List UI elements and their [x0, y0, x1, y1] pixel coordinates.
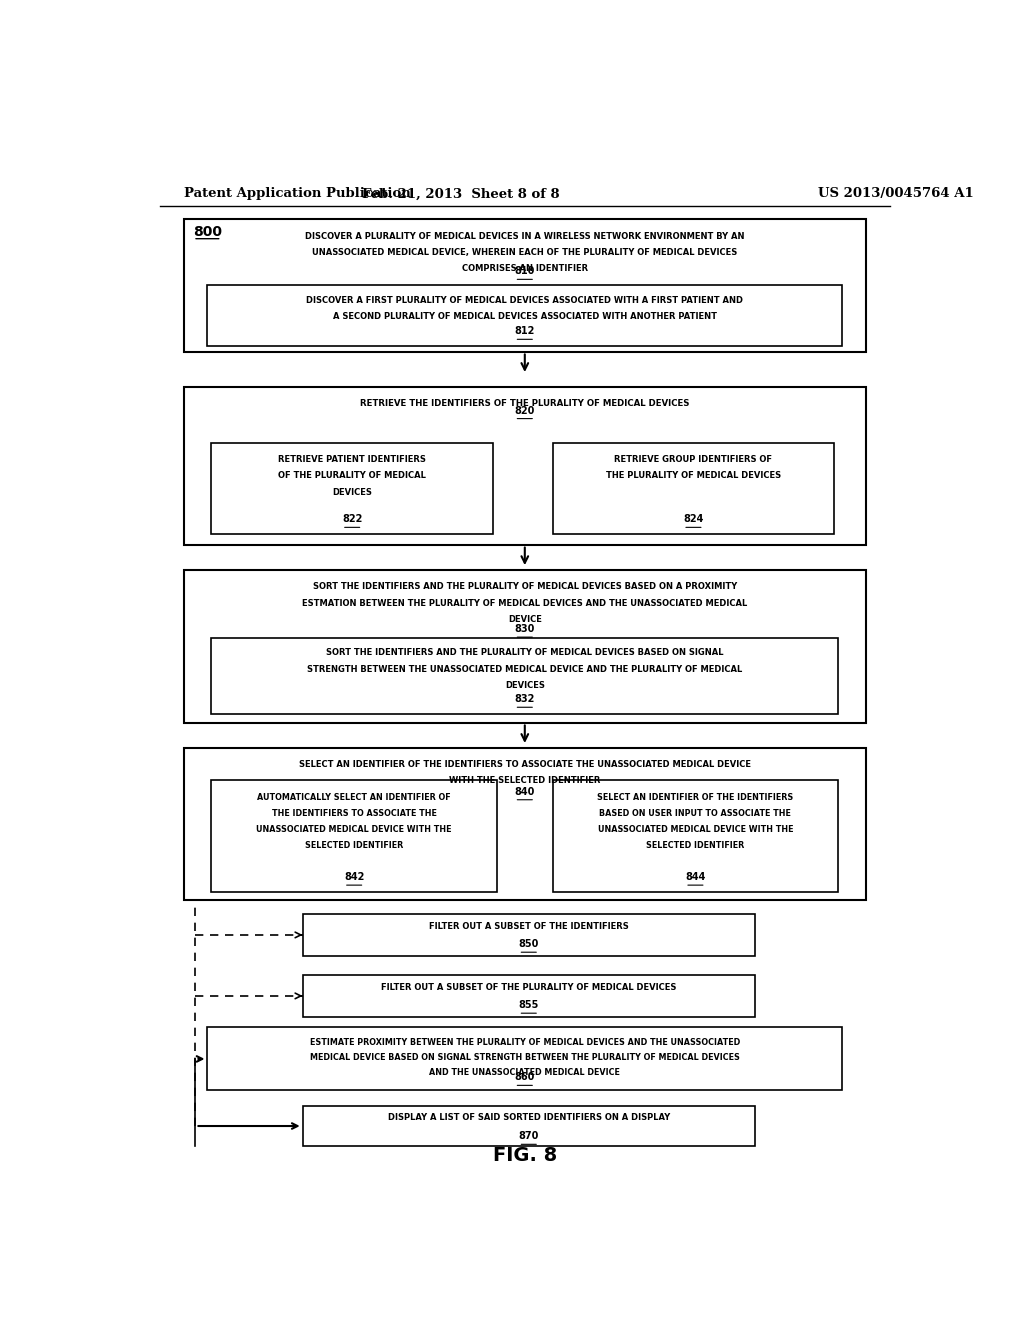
Text: SORT THE IDENTIFIERS AND THE PLURALITY OF MEDICAL DEVICES BASED ON A PROXIMITY: SORT THE IDENTIFIERS AND THE PLURALITY O… — [312, 582, 737, 591]
Text: 820: 820 — [515, 405, 535, 416]
Text: DISCOVER A FIRST PLURALITY OF MEDICAL DEVICES ASSOCIATED WITH A FIRST PATIENT AN: DISCOVER A FIRST PLURALITY OF MEDICAL DE… — [306, 296, 743, 305]
Text: OF THE PLURALITY OF MEDICAL: OF THE PLURALITY OF MEDICAL — [279, 471, 426, 480]
Text: THE PLURALITY OF MEDICAL DEVICES: THE PLURALITY OF MEDICAL DEVICES — [606, 471, 781, 480]
Bar — [207, 1027, 843, 1090]
Bar — [553, 444, 835, 535]
Text: COMPRISES AN IDENTIFIER: COMPRISES AN IDENTIFIER — [462, 264, 588, 273]
Bar — [303, 1106, 755, 1146]
Text: SORT THE IDENTIFIERS AND THE PLURALITY OF MEDICAL DEVICES BASED ON SIGNAL: SORT THE IDENTIFIERS AND THE PLURALITY O… — [326, 648, 724, 657]
Text: A SECOND PLURALITY OF MEDICAL DEVICES ASSOCIATED WITH ANOTHER PATIENT: A SECOND PLURALITY OF MEDICAL DEVICES AS… — [333, 312, 717, 321]
Text: Feb. 21, 2013  Sheet 8 of 8: Feb. 21, 2013 Sheet 8 of 8 — [362, 187, 560, 201]
Text: 855: 855 — [518, 1001, 539, 1010]
Text: FIG. 8: FIG. 8 — [493, 1146, 557, 1164]
Text: WITH THE SELECTED IDENTIFIER: WITH THE SELECTED IDENTIFIER — [450, 776, 600, 785]
Text: UNASSOCIATED MEDICAL DEVICE, WHEREIN EACH OF THE PLURALITY OF MEDICAL DEVICES: UNASSOCIATED MEDICAL DEVICE, WHEREIN EAC… — [312, 248, 737, 257]
Text: 824: 824 — [683, 515, 703, 524]
Bar — [211, 638, 839, 714]
Text: ESTIMATE PROXIMITY BETWEEN THE PLURALITY OF MEDICAL DEVICES AND THE UNASSOCIATED: ESTIMATE PROXIMITY BETWEEN THE PLURALITY… — [309, 1038, 740, 1047]
Text: BASED ON USER INPUT TO ASSOCIATE THE: BASED ON USER INPUT TO ASSOCIATE THE — [599, 809, 792, 818]
Text: FILTER OUT A SUBSET OF THE IDENTIFIERS: FILTER OUT A SUBSET OF THE IDENTIFIERS — [429, 921, 629, 931]
Text: 830: 830 — [515, 624, 535, 634]
Text: STRENGTH BETWEEN THE UNASSOCIATED MEDICAL DEVICE AND THE PLURALITY OF MEDICAL: STRENGTH BETWEEN THE UNASSOCIATED MEDICA… — [307, 664, 742, 673]
Text: SELECT AN IDENTIFIER OF THE IDENTIFIERS TO ASSOCIATE THE UNASSOCIATED MEDICAL DE: SELECT AN IDENTIFIER OF THE IDENTIFIERS … — [299, 760, 751, 770]
Bar — [183, 219, 866, 351]
Bar — [211, 780, 497, 892]
Text: DISPLAY A LIST OF SAID SORTED IDENTIFIERS ON A DISPLAY: DISPLAY A LIST OF SAID SORTED IDENTIFIER… — [388, 1113, 670, 1122]
Text: AUTOMATICALLY SELECT AN IDENTIFIER OF: AUTOMATICALLY SELECT AN IDENTIFIER OF — [257, 792, 451, 801]
Text: AND THE UNASSOCIATED MEDICAL DEVICE: AND THE UNASSOCIATED MEDICAL DEVICE — [429, 1068, 621, 1077]
Text: RETRIEVE PATIENT IDENTIFIERS: RETRIEVE PATIENT IDENTIFIERS — [279, 455, 426, 465]
Text: 850: 850 — [518, 939, 539, 949]
Text: RETRIEVE GROUP IDENTIFIERS OF: RETRIEVE GROUP IDENTIFIERS OF — [614, 455, 772, 465]
Bar — [211, 444, 494, 535]
Text: 812: 812 — [515, 326, 535, 337]
Text: 810: 810 — [515, 267, 535, 276]
Text: DISCOVER A PLURALITY OF MEDICAL DEVICES IN A WIRELESS NETWORK ENVIRONMENT BY AN: DISCOVER A PLURALITY OF MEDICAL DEVICES … — [305, 231, 744, 240]
Text: 822: 822 — [342, 515, 362, 524]
Bar — [183, 570, 866, 722]
Text: ESTMATION BETWEEN THE PLURALITY OF MEDICAL DEVICES AND THE UNASSOCIATED MEDICAL: ESTMATION BETWEEN THE PLURALITY OF MEDIC… — [302, 598, 748, 607]
Bar — [303, 913, 755, 956]
Text: DEVICES: DEVICES — [505, 681, 545, 690]
Text: US 2013/0045764 A1: US 2013/0045764 A1 — [818, 187, 974, 201]
Text: 800: 800 — [193, 226, 222, 239]
Text: Patent Application Publication: Patent Application Publication — [183, 187, 411, 201]
Text: UNASSOCIATED MEDICAL DEVICE WITH THE: UNASSOCIATED MEDICAL DEVICE WITH THE — [256, 825, 452, 834]
Bar — [553, 780, 839, 892]
Bar — [207, 285, 843, 346]
Text: 860: 860 — [515, 1072, 535, 1082]
Text: 844: 844 — [685, 873, 706, 882]
Text: 840: 840 — [515, 787, 535, 797]
Text: THE IDENTIFIERS TO ASSOCIATE THE: THE IDENTIFIERS TO ASSOCIATE THE — [271, 809, 436, 818]
Text: 832: 832 — [515, 694, 535, 704]
Text: SELECTED IDENTIFIER: SELECTED IDENTIFIER — [305, 841, 403, 850]
Text: SELECT AN IDENTIFIER OF THE IDENTIFIERS: SELECT AN IDENTIFIER OF THE IDENTIFIERS — [597, 792, 794, 801]
Text: MEDICAL DEVICE BASED ON SIGNAL STRENGTH BETWEEN THE PLURALITY OF MEDICAL DEVICES: MEDICAL DEVICE BASED ON SIGNAL STRENGTH … — [310, 1053, 739, 1061]
Text: RETRIEVE THE IDENTIFIERS OF THE PLURALITY OF MEDICAL DEVICES: RETRIEVE THE IDENTIFIERS OF THE PLURALIT… — [360, 399, 689, 408]
Text: FILTER OUT A SUBSET OF THE PLURALITY OF MEDICAL DEVICES: FILTER OUT A SUBSET OF THE PLURALITY OF … — [381, 982, 677, 991]
Text: UNASSOCIATED MEDICAL DEVICE WITH THE: UNASSOCIATED MEDICAL DEVICE WITH THE — [598, 825, 794, 834]
Bar — [183, 387, 866, 545]
Text: 870: 870 — [518, 1131, 539, 1142]
Text: 842: 842 — [344, 873, 365, 882]
Text: DEVICES: DEVICES — [332, 487, 372, 496]
Bar — [303, 974, 755, 1018]
Text: SELECTED IDENTIFIER: SELECTED IDENTIFIER — [646, 841, 744, 850]
Bar — [183, 748, 866, 900]
Text: DEVICE: DEVICE — [508, 615, 542, 624]
